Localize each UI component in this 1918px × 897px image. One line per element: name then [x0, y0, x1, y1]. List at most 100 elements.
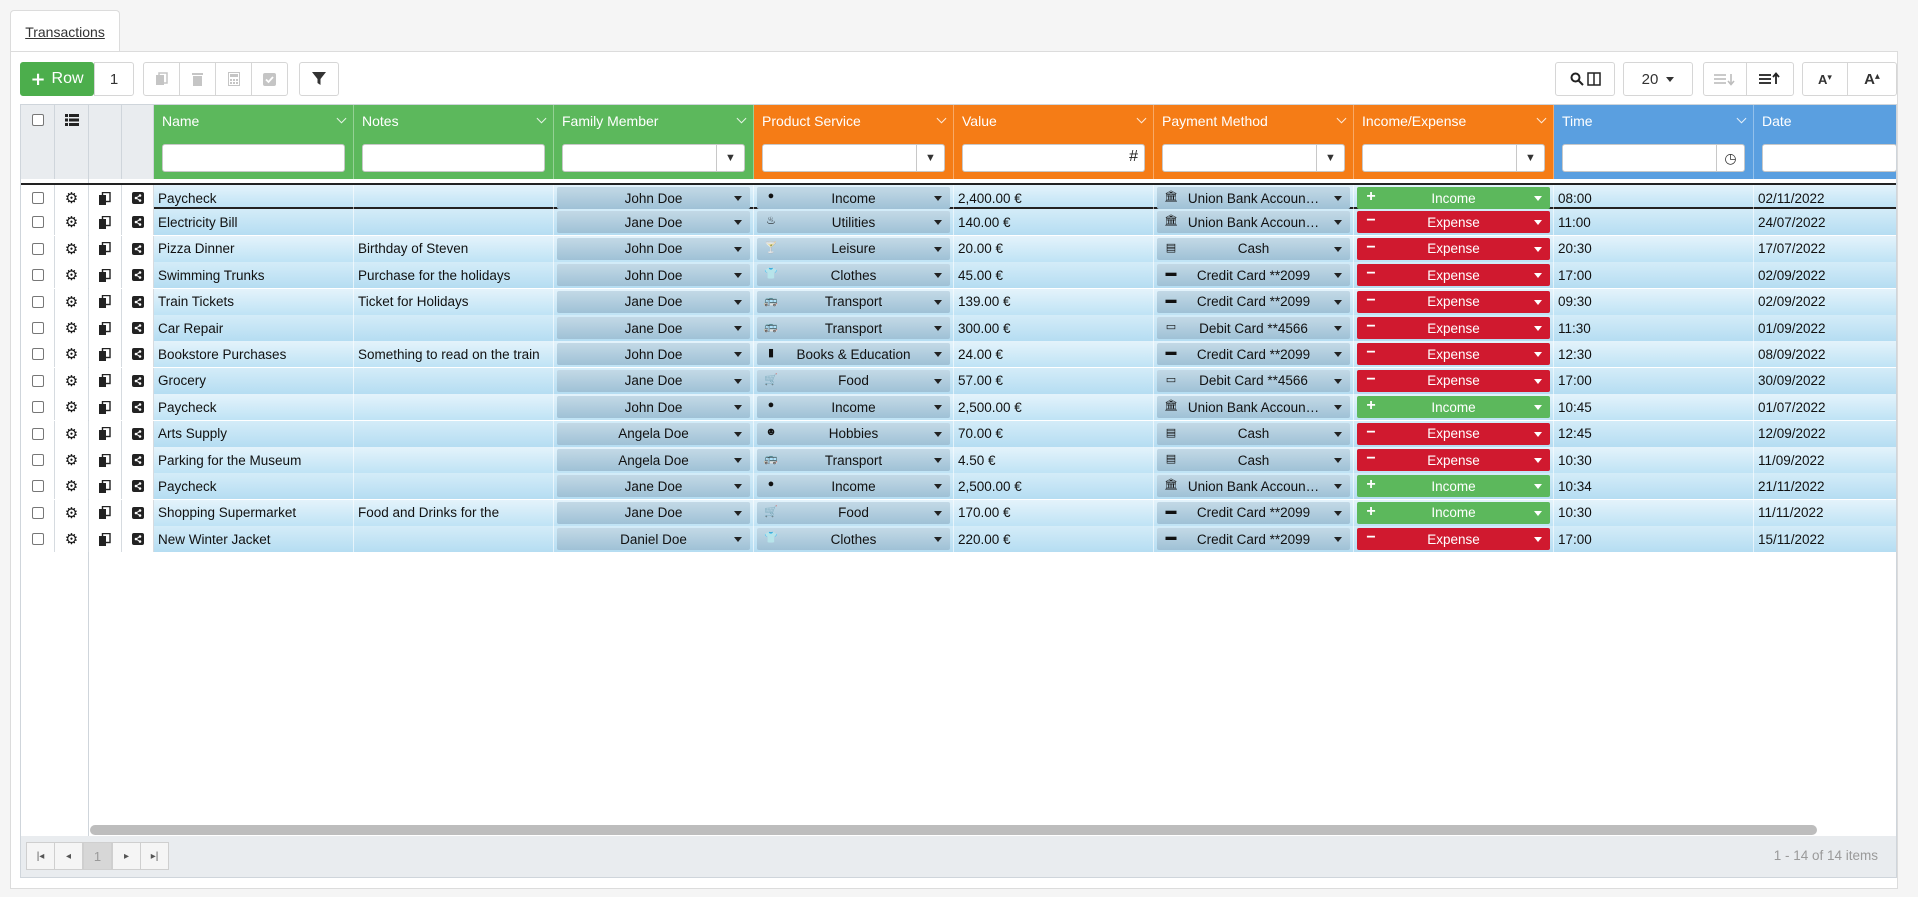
- cell-notes[interactable]: [354, 420, 554, 447]
- cell-name[interactable]: Train Tickets: [154, 288, 354, 315]
- cell-value[interactable]: 20.00 €: [954, 235, 1154, 262]
- cell-time[interactable]: 09:30: [1554, 288, 1754, 315]
- member-dropdown[interactable]: Jane Doe: [557, 211, 750, 234]
- type-dropdown[interactable]: − Expense: [1357, 343, 1550, 366]
- cell-value[interactable]: 45.00 €: [954, 262, 1154, 289]
- share-icon[interactable]: [131, 454, 144, 466]
- row-checkbox[interactable]: [21, 262, 55, 289]
- cell-date[interactable]: 01/07/2022: [1754, 394, 1896, 420]
- row-checkbox[interactable]: [21, 526, 55, 553]
- cell-value[interactable]: 4.50 €: [954, 447, 1154, 473]
- member-dropdown[interactable]: Jane Doe: [557, 501, 750, 524]
- cell-date[interactable]: 11/11/2022: [1754, 500, 1896, 526]
- row-copy[interactable]: [89, 367, 122, 394]
- table-row[interactable]: ⚙ New Winter Jacket Daniel Doe 👕 Clothes 220.…: [21, 526, 1896, 553]
- cell-value[interactable]: 2,500.00 €: [954, 473, 1154, 500]
- checkbox[interactable]: [31, 506, 44, 519]
- cell-date[interactable]: 11/09/2022: [1754, 447, 1896, 473]
- checkbox[interactable]: [31, 401, 44, 414]
- column-header-member[interactable]: Family Member: [554, 105, 754, 137]
- type-dropdown[interactable]: − Expense: [1357, 211, 1550, 234]
- chevron-down-icon[interactable]: [936, 113, 947, 124]
- product-dropdown[interactable]: ▮ Books & Education: [757, 343, 950, 366]
- payment-dropdown[interactable]: 🏛 Union Bank Accoun…: [1157, 475, 1350, 498]
- cell-time[interactable]: 11:00: [1554, 209, 1754, 236]
- table-row[interactable]: ⚙ Bookstore Purchases Something to read on…: [21, 341, 1896, 368]
- row-checkbox[interactable]: [21, 420, 55, 447]
- gear-icon[interactable]: ⚙: [64, 530, 79, 549]
- gear-icon[interactable]: ⚙: [64, 398, 79, 417]
- payment-dropdown[interactable]: ▬ Credit Card **2099: [1157, 528, 1350, 551]
- filter-button[interactable]: [299, 62, 339, 96]
- copy-icon[interactable]: [99, 400, 111, 414]
- row-copy[interactable]: [89, 209, 122, 236]
- last-page-button[interactable]: ▸|: [140, 842, 169, 870]
- cell-name[interactable]: Paycheck: [154, 473, 354, 500]
- row-settings[interactable]: ⚙: [55, 315, 89, 341]
- cell-name[interactable]: New Winter Jacket: [154, 526, 354, 553]
- cell-notes[interactable]: Purchase for the holidays: [354, 262, 554, 289]
- filter-dropdown-icon[interactable]: ▼: [1516, 145, 1544, 171]
- cell-name[interactable]: Bookstore Purchases: [154, 341, 354, 368]
- member-dropdown[interactable]: Angela Doe: [557, 449, 750, 471]
- cell-name[interactable]: Parking for the Museum: [154, 447, 354, 473]
- row-copy[interactable]: [89, 473, 122, 500]
- cell-time[interactable]: 08:00: [1554, 185, 1754, 211]
- checkbox[interactable]: [31, 427, 44, 440]
- row-share[interactable]: [122, 315, 154, 341]
- cell-notes[interactable]: Ticket for Holidays: [354, 288, 554, 315]
- type-dropdown[interactable]: − Expense: [1357, 449, 1550, 471]
- chevron-down-icon[interactable]: [336, 113, 347, 124]
- list-icon[interactable]: [65, 114, 79, 126]
- payment-dropdown[interactable]: 🏛 Union Bank Accoun…: [1157, 211, 1350, 234]
- table-row[interactable]: ⚙ Train Tickets Ticket for Holidays Jane Do…: [21, 288, 1896, 315]
- row-copy[interactable]: [89, 394, 122, 421]
- payment-dropdown[interactable]: ▤ Cash: [1157, 422, 1350, 445]
- product-dropdown[interactable]: ● Income: [757, 396, 950, 419]
- product-dropdown[interactable]: ♨ Utilities: [757, 211, 950, 234]
- cell-date[interactable]: 02/11/2022: [1754, 185, 1896, 211]
- share-icon[interactable]: [131, 401, 144, 414]
- row-share[interactable]: [122, 499, 154, 526]
- cell-notes[interactable]: Birthday of Steven: [354, 235, 554, 262]
- cell-time[interactable]: 12:45: [1554, 420, 1754, 447]
- product-dropdown[interactable]: 🛒 Food: [757, 501, 950, 524]
- table-row[interactable]: ⚙ Swimming Trunks Purchase for the holiday…: [21, 262, 1896, 289]
- gear-icon[interactable]: ⚙: [64, 213, 79, 232]
- row-settings[interactable]: ⚙: [55, 262, 89, 289]
- column-header-date[interactable]: Date: [1754, 105, 1896, 137]
- cell-value[interactable]: 220.00 €: [954, 526, 1154, 553]
- share-icon[interactable]: [131, 506, 144, 519]
- member-dropdown[interactable]: John Doe: [557, 396, 750, 419]
- cell-date[interactable]: 02/09/2022: [1754, 262, 1896, 288]
- type-dropdown[interactable]: − Expense: [1357, 369, 1550, 392]
- cell-date[interactable]: 08/09/2022: [1754, 341, 1896, 367]
- payment-dropdown[interactable]: ▤ Cash: [1157, 237, 1350, 260]
- copy-icon[interactable]: [99, 321, 111, 335]
- member-dropdown[interactable]: Jane Doe: [557, 475, 750, 498]
- cell-name[interactable]: Paycheck: [154, 394, 354, 421]
- share-icon[interactable]: [131, 533, 144, 546]
- cell-notes[interactable]: [354, 447, 554, 473]
- filter-dropdown-icon[interactable]: ▼: [916, 145, 944, 171]
- gear-icon[interactable]: ⚙: [64, 451, 79, 469]
- cell-time[interactable]: 10:34: [1554, 473, 1754, 500]
- row-copy[interactable]: [89, 499, 122, 526]
- page-size-select[interactable]: 20: [1623, 62, 1693, 96]
- type-dropdown[interactable]: + Income: [1357, 475, 1550, 498]
- checkbox[interactable]: [31, 374, 44, 387]
- row-checkbox[interactable]: [21, 288, 55, 315]
- member-dropdown[interactable]: Angela Doe: [557, 422, 750, 445]
- table-row[interactable]: ⚙ Shopping Supermarket Food and Drinks for…: [21, 499, 1896, 526]
- product-dropdown[interactable]: 🚌 Transport: [757, 290, 950, 313]
- cell-value[interactable]: 170.00 €: [954, 499, 1154, 526]
- cell-time[interactable]: 10:30: [1554, 499, 1754, 526]
- type-dropdown[interactable]: − Expense: [1357, 317, 1550, 339]
- product-dropdown[interactable]: 👕 Clothes: [757, 264, 950, 287]
- sort-desc-button[interactable]: [1703, 62, 1747, 96]
- product-dropdown[interactable]: 🛒 Food: [757, 369, 950, 392]
- cell-name[interactable]: Arts Supply: [154, 420, 354, 447]
- row-settings[interactable]: ⚙: [55, 341, 89, 368]
- row-checkbox[interactable]: [21, 185, 55, 211]
- row-checkbox[interactable]: [21, 473, 55, 500]
